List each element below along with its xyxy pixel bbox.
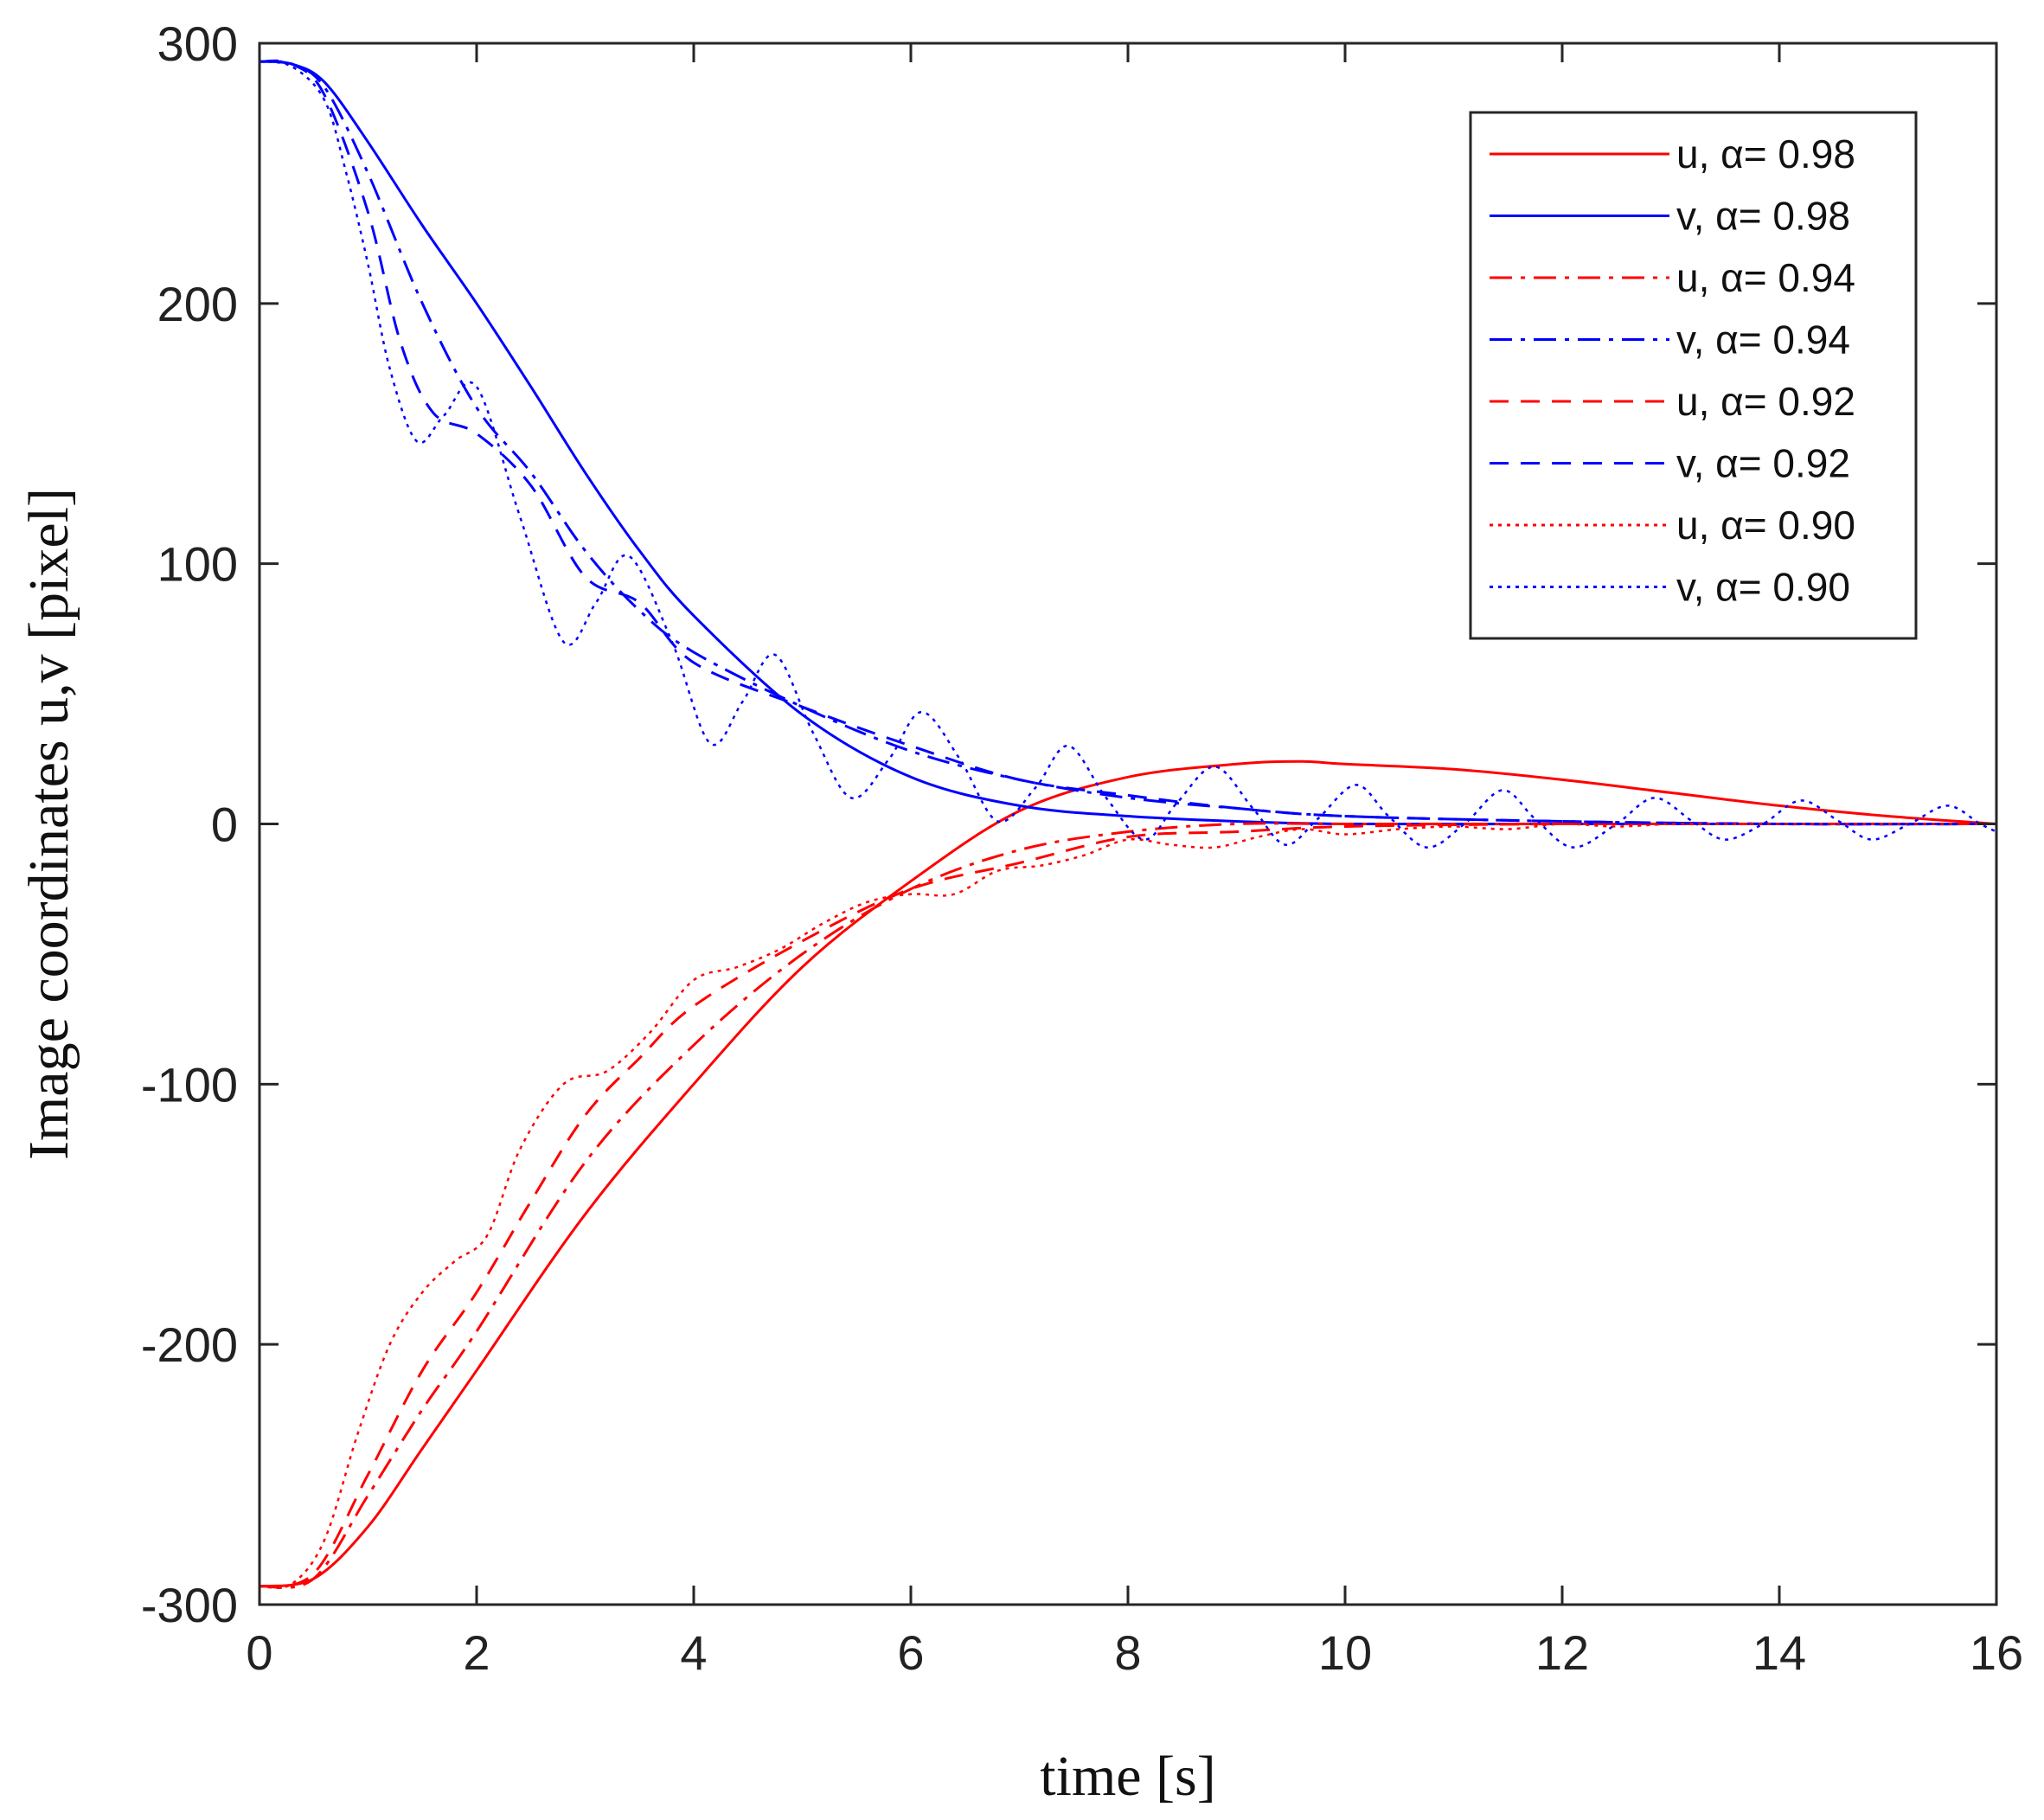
x-tick-label: 16 — [1970, 1625, 2023, 1680]
legend-label: u, α= 0.94 — [1676, 255, 1855, 300]
x-tick-label: 0 — [246, 1625, 272, 1680]
legend-label: u, α= 0.92 — [1676, 379, 1855, 424]
x-axis-title: time [s] — [1040, 1745, 1215, 1808]
series-line-7 — [260, 823, 1996, 1589]
legend-label: v, α= 0.90 — [1676, 565, 1850, 610]
y-tick-label: 0 — [211, 798, 238, 852]
legend-label: v, α= 0.98 — [1676, 194, 1850, 239]
y-tick-label: 100 — [157, 537, 238, 592]
y-axis-title: Image coordinates u,v [pixel] — [17, 488, 80, 1160]
plot-area — [260, 59, 1996, 1589]
series-line-4 — [260, 60, 1996, 826]
x-tick-label: 2 — [463, 1625, 490, 1680]
y-tick-label: -100 — [141, 1057, 238, 1112]
x-tick-label: 12 — [1535, 1625, 1589, 1680]
legend-box — [1469, 111, 1918, 640]
series-line-5 — [260, 822, 1996, 1588]
x-tick-label: 4 — [680, 1625, 707, 1680]
y-tick-label: -300 — [141, 1578, 238, 1632]
y-tick-label: 300 — [157, 16, 238, 71]
legend-label: v, α= 0.92 — [1676, 441, 1850, 486]
series-line-6 — [260, 59, 1996, 826]
x-tick-label: 10 — [1318, 1625, 1372, 1680]
tick-labels: 0 2 4 6 8 10 12 14 16 -300 -200 -100 0 100 200 300 — [141, 16, 2023, 1680]
x-tick-label: 8 — [1114, 1625, 1141, 1680]
y-tick-label: 200 — [157, 277, 238, 331]
y-tick-label: -200 — [141, 1317, 238, 1372]
legend: u, α= 0.98 v, α= 0.98 u, α= 0.94 v, α= 0.94… — [1469, 111, 1918, 640]
x-tick-label: 6 — [897, 1625, 924, 1680]
legend-label: u, α= 0.90 — [1676, 503, 1855, 548]
legend-label: u, α= 0.98 — [1676, 131, 1855, 176]
legend-label: v, α= 0.94 — [1676, 317, 1850, 362]
series-line-8 — [260, 60, 1996, 849]
axis-ticks — [258, 42, 1998, 1606]
x-tick-label: 14 — [1752, 1625, 1806, 1680]
